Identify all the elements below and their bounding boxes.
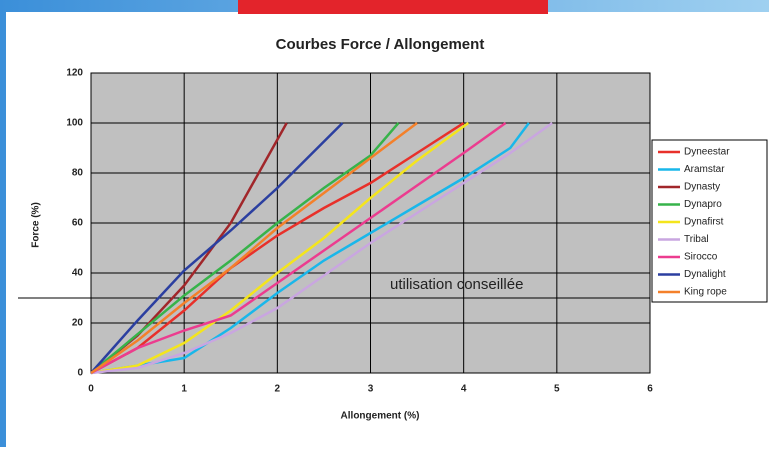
y-axis-label: Force (%)	[31, 202, 42, 248]
x-tick-label: 2	[275, 384, 281, 395]
y-tick-label: 60	[72, 218, 84, 229]
x-tick-label: 0	[88, 384, 94, 395]
x-tick-label: 1	[181, 384, 187, 395]
legend-label: Sirocco	[684, 252, 718, 263]
legend-label: Dynasty	[684, 182, 720, 193]
legend-label: Dynalight	[684, 269, 726, 280]
legend-label: Dyneestar	[684, 147, 730, 158]
legend-label: King rope	[684, 287, 727, 298]
x-axis-label: Allongement (%)	[341, 411, 420, 422]
legend-label: Dynafirst	[684, 217, 724, 228]
annotation-text: utilisation conseillée	[390, 276, 523, 293]
y-tick-label: 0	[77, 368, 83, 379]
y-tick-label: 40	[72, 268, 84, 279]
legend-label: Dynapro	[684, 199, 722, 210]
banner	[238, 0, 548, 14]
x-tick-label: 4	[461, 384, 467, 395]
x-tick-label: 6	[647, 384, 653, 395]
y-tick-label: 80	[72, 168, 84, 179]
x-tick-label: 5	[554, 384, 560, 395]
y-tick-label: 20	[72, 318, 84, 329]
chart: Courbes Force / Allongement Allongement …	[0, 0, 769, 447]
y-tick-label: 100	[66, 118, 83, 129]
x-tick-label: 3	[368, 384, 374, 395]
legend-label: Aramstar	[684, 164, 725, 175]
y-tick-label: 120	[66, 68, 83, 79]
chart-title: Courbes Force / Allongement	[276, 36, 485, 53]
legend-label: Tribal	[684, 234, 709, 245]
